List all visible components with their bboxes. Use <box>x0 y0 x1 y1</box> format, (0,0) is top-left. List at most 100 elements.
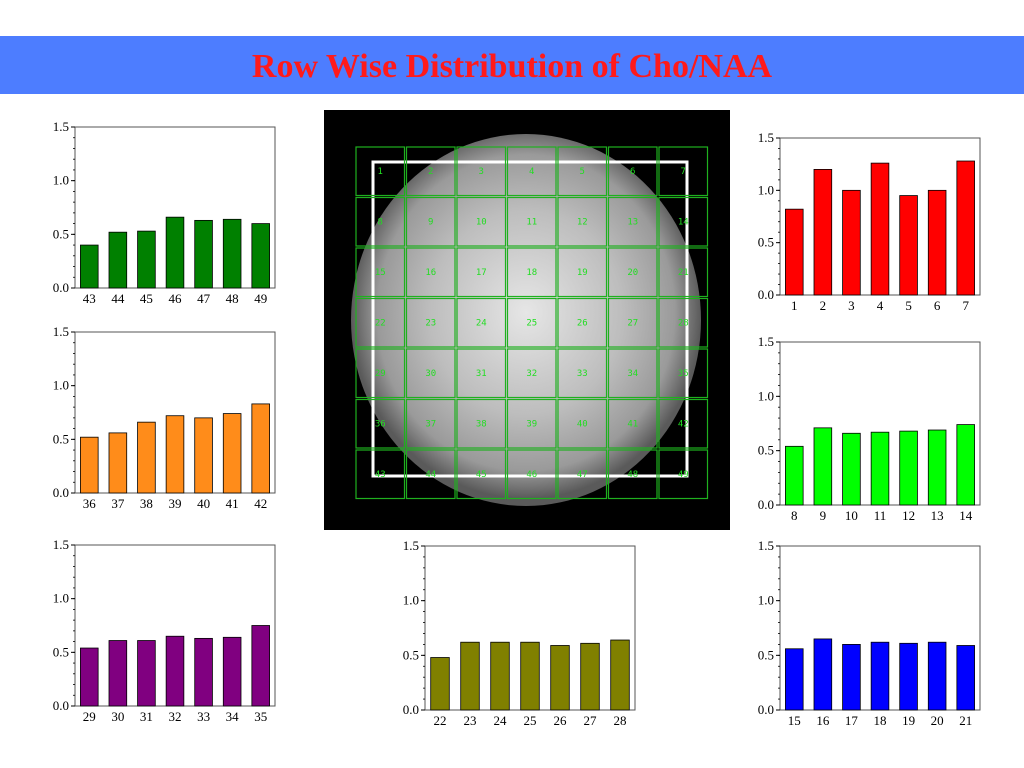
bar <box>956 160 975 296</box>
voxel-label: 26 <box>577 319 588 329</box>
voxel-label: 36 <box>375 420 386 430</box>
y-tick-label: 0.0 <box>758 497 774 512</box>
voxel-cell <box>355 348 406 399</box>
x-tick-label: 6 <box>934 298 941 313</box>
voxel-cell <box>658 247 709 298</box>
bar <box>870 641 890 711</box>
voxel-label: 39 <box>526 420 537 430</box>
y-tick-label: 0.5 <box>53 644 69 659</box>
x-tick-label: 23 <box>464 713 477 728</box>
voxel-cell <box>607 146 658 197</box>
voxel-label: 32 <box>526 369 537 379</box>
voxel-label: 42 <box>678 420 689 430</box>
bar <box>813 638 833 711</box>
bar <box>194 637 213 707</box>
bar <box>108 640 128 707</box>
bar <box>813 169 833 296</box>
voxel-cell <box>506 398 557 449</box>
voxel-cell <box>405 348 456 399</box>
x-tick-label: 20 <box>931 713 944 728</box>
y-tick-label: 1.5 <box>53 119 69 134</box>
y-tick-label: 1.5 <box>758 538 774 553</box>
x-tick-label: 17 <box>845 713 859 728</box>
x-tick-label: 25 <box>524 713 537 728</box>
voxel-label: 8 <box>378 218 383 228</box>
title-banner: Row Wise Distribution of Cho/NAA <box>0 36 1024 94</box>
bar <box>165 415 185 494</box>
x-tick-label: 5 <box>905 298 912 313</box>
bar-chart-row-3: 0.0 0.5 1.0 1.5 15 16 17 18 19 20 21 <box>758 538 981 728</box>
mri-image-panel: 1 2 3 4 5 6 7 8 9 10 11 12 13 14 15 16 17 18 19 20 21 22 23 24 2… <box>324 110 730 530</box>
voxel-label: 18 <box>526 268 537 278</box>
bar <box>927 641 947 711</box>
voxel-label: 40 <box>577 420 588 430</box>
x-tick-label: 29 <box>83 709 96 724</box>
voxel-cell <box>506 196 557 247</box>
bar <box>251 625 270 707</box>
y-tick-label: 1.0 <box>758 182 774 197</box>
voxel-cell <box>506 146 557 197</box>
y-tick-label: 1.0 <box>403 593 419 608</box>
voxel-label: 24 <box>476 319 487 329</box>
voxel-cell <box>405 146 456 197</box>
x-tick-label: 2 <box>820 298 827 313</box>
voxel-cell <box>658 398 709 449</box>
bar-chart-row-6: 0.0 0.5 1.0 1.5 36 37 38 39 40 41 42 <box>53 324 276 511</box>
voxel-label: 34 <box>627 369 638 379</box>
y-tick-label: 0.5 <box>53 226 69 241</box>
y-tick-label: 1.0 <box>53 173 69 188</box>
bar <box>222 636 242 707</box>
voxel-cell <box>355 196 406 247</box>
x-tick-label: 11 <box>874 508 887 523</box>
bar <box>580 642 600 711</box>
x-tick-label: 19 <box>902 713 915 728</box>
y-tick-label: 1.5 <box>53 537 69 552</box>
voxel-cell <box>658 297 709 348</box>
voxel-cell <box>557 398 608 449</box>
voxel-cell <box>456 348 507 399</box>
y-tick-label: 0.5 <box>403 647 419 662</box>
bar <box>222 413 242 494</box>
x-tick-label: 10 <box>845 508 858 523</box>
voxel-label: 4 <box>529 167 534 177</box>
brain-phantom-image <box>351 134 701 506</box>
x-tick-label: 35 <box>254 709 267 724</box>
x-tick-label: 21 <box>959 713 972 728</box>
bar <box>222 218 242 289</box>
voxel-label: 14 <box>678 218 689 228</box>
voi-box <box>371 160 689 478</box>
x-tick-label: 44 <box>111 291 125 306</box>
x-tick-label: 24 <box>494 713 508 728</box>
voxel-label: 6 <box>630 167 635 177</box>
slide-title: Row Wise Distribution of Cho/NAA <box>251 48 773 85</box>
voxel-label: 48 <box>627 470 638 480</box>
voxel-cell <box>506 297 557 348</box>
bar <box>610 639 630 711</box>
x-tick-label: 36 <box>83 496 97 511</box>
x-tick-label: 41 <box>226 496 239 511</box>
voxel-label: 20 <box>627 268 638 278</box>
bar <box>137 421 156 494</box>
y-tick-label: 0.0 <box>758 287 774 302</box>
bar <box>842 644 861 711</box>
x-tick-label: 34 <box>226 709 240 724</box>
x-tick-label: 14 <box>959 508 973 523</box>
voxel-label: 28 <box>678 319 689 329</box>
voxel-label: 10 <box>476 218 487 228</box>
x-tick-label: 26 <box>554 713 568 728</box>
bar <box>899 195 918 296</box>
bar <box>108 231 128 289</box>
x-tick-label: 32 <box>169 709 182 724</box>
voxel-label: 37 <box>425 420 436 430</box>
bar <box>870 162 890 296</box>
y-tick-label: 0.5 <box>758 647 774 662</box>
bar-chart-row-2: 0.0 0.5 1.0 1.5 8 9 10 11 12 13 14 <box>758 334 981 523</box>
voxel-label: 31 <box>476 369 487 379</box>
voxel-label: 15 <box>375 268 386 278</box>
voxel-cell <box>456 398 507 449</box>
bar <box>460 641 480 711</box>
x-tick-label: 3 <box>848 298 855 313</box>
voxel-label: 38 <box>476 420 487 430</box>
voxel-cell <box>557 297 608 348</box>
bar <box>490 641 510 711</box>
